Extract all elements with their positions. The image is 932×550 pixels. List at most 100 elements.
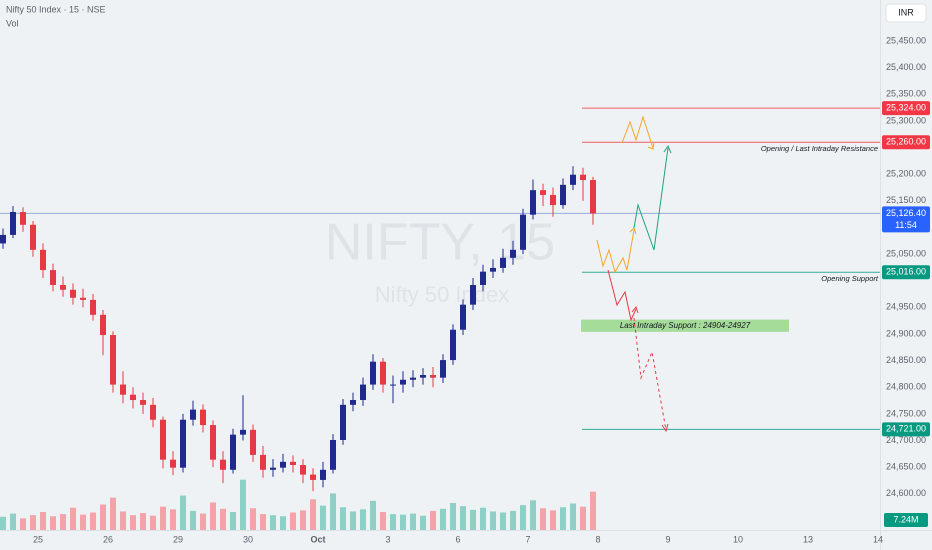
candle-body	[230, 434, 236, 470]
y-tick-label: 25,450.00	[886, 35, 926, 45]
candle-body	[440, 360, 446, 378]
candle-body	[470, 284, 476, 305]
candle-body	[280, 461, 286, 468]
y-tick-label: 25,350.00	[886, 89, 926, 99]
candle-body	[0, 234, 6, 244]
candle-body	[270, 467, 276, 470]
candle-body	[390, 384, 396, 386]
volume-bar	[530, 500, 536, 530]
candle-body	[430, 374, 436, 378]
candle-body	[350, 400, 356, 405]
candle-body	[10, 212, 16, 235]
projection-path	[596, 229, 635, 274]
volume-bar	[580, 506, 586, 530]
volume-bar	[240, 479, 246, 530]
candle-body	[30, 224, 36, 250]
candle-body	[80, 297, 86, 300]
x-tick-label: 14	[873, 534, 883, 544]
y-tick-label: 24,950.00	[886, 302, 926, 312]
x-tick-label: 30	[243, 534, 253, 544]
volume-bar	[430, 510, 436, 530]
x-tick-label: 13	[803, 534, 813, 544]
volume-bar	[570, 503, 576, 530]
price-tag	[882, 206, 930, 233]
candle-body	[360, 384, 366, 401]
volume-bar	[560, 507, 566, 530]
y-tick-label: 24,750.00	[886, 408, 926, 418]
x-tick-label: 10	[733, 534, 743, 544]
support-zone-label: Last Intraday Support : 24904-24927	[620, 321, 751, 330]
projection-path	[633, 147, 669, 251]
volume-bar	[340, 507, 346, 530]
price-tag-label: 25,126.40	[886, 208, 926, 218]
y-tick-label: 24,700.00	[886, 435, 926, 445]
x-tick-label: 25	[33, 534, 43, 544]
volume-bar	[420, 515, 426, 530]
candle-body	[410, 377, 416, 380]
price-tag	[882, 265, 930, 280]
volume-bar	[80, 514, 86, 530]
volume-bar	[200, 513, 206, 530]
candle-body	[240, 429, 246, 435]
candle-body	[490, 267, 496, 272]
y-tick-label: 25,200.00	[886, 169, 926, 179]
volume-bar	[150, 515, 156, 530]
y-tick-label: 25,150.00	[886, 195, 926, 205]
candle-body	[180, 419, 186, 468]
volume-bar	[0, 516, 6, 530]
candle-body	[320, 469, 326, 480]
volume-bar	[350, 511, 356, 530]
volume-bar	[10, 513, 16, 530]
currency-button[interactable]	[885, 3, 927, 23]
price-tag-label: 25,324.00	[886, 103, 926, 113]
arrow-head	[647, 142, 655, 150]
watermark: NIFTY, 15	[325, 214, 555, 272]
candle-body	[370, 361, 376, 385]
projection-path	[633, 317, 667, 431]
volume-bar	[460, 506, 466, 530]
volume-bar	[220, 508, 226, 530]
candle-body	[60, 284, 66, 290]
level-note: Opening / Last Intraday Resistance	[761, 144, 878, 153]
y-tick-label: 24,900.00	[886, 328, 926, 338]
volume-bar	[70, 507, 76, 530]
volume-bar	[370, 500, 376, 530]
candle-body	[500, 257, 506, 268]
watermark-subtitle: Nifty 50 Index	[375, 282, 510, 307]
arrow-head	[631, 305, 639, 314]
volume-bar	[190, 510, 196, 530]
candle-body	[170, 459, 176, 468]
volume-bar	[50, 516, 56, 530]
volume-bar	[20, 518, 26, 530]
y-tick-label: 25,300.00	[886, 115, 926, 125]
volume-bar	[120, 511, 126, 530]
volume-bar	[260, 514, 266, 530]
candle-body	[40, 249, 46, 271]
volume-bar	[280, 516, 286, 530]
candle-body	[510, 249, 516, 258]
volume-tag	[884, 513, 928, 527]
volume-bar	[470, 509, 476, 530]
volume-bar	[360, 509, 366, 530]
currency-label[interactable]: INR	[898, 7, 914, 17]
support-zone	[581, 319, 789, 332]
candle-body	[400, 379, 406, 385]
x-tick-label: 7	[525, 534, 530, 544]
candle-body	[420, 374, 426, 378]
x-tick-label: 8	[595, 534, 600, 544]
volume-bar	[390, 514, 396, 530]
volume-bar	[270, 515, 276, 530]
volume-bar	[90, 512, 96, 530]
countdown: 11:54	[895, 220, 917, 230]
volume-bar	[480, 507, 486, 530]
candle-body	[120, 384, 126, 395]
price-tag	[882, 135, 930, 150]
plot: Last Intraday Support : 24904-24927 Openi…	[0, 107, 880, 530]
candle-body	[560, 184, 566, 206]
volume-bar	[100, 504, 106, 530]
candle-body	[160, 419, 166, 460]
candle-body	[190, 409, 196, 420]
candle-body	[90, 299, 96, 315]
